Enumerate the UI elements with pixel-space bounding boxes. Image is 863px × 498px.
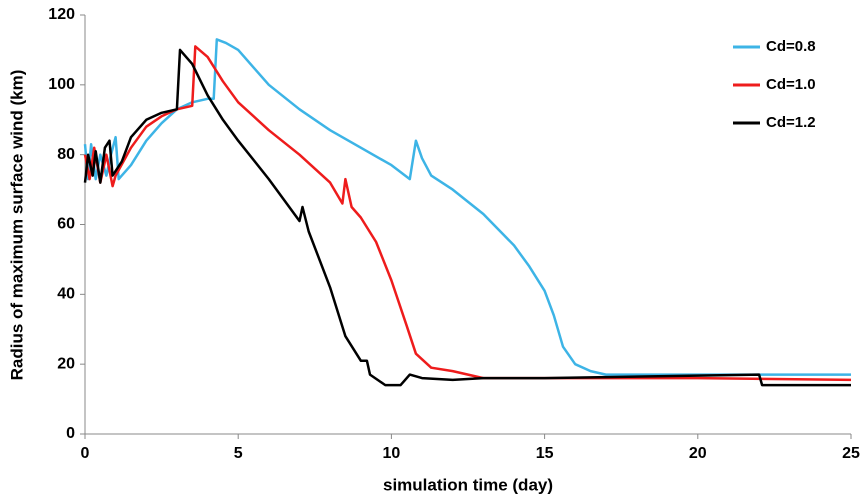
legend-label: Cd=0.8 [766, 38, 816, 55]
y-tick-label: 100 [48, 76, 75, 93]
x-tick-label: 10 [383, 445, 401, 462]
x-tick-label: 15 [536, 445, 554, 462]
x-tick-label: 5 [234, 445, 243, 462]
x-tick-label: 0 [81, 445, 90, 462]
y-tick-label: 60 [57, 216, 75, 233]
series-line [83, 48, 851, 387]
x-tick-label: 20 [689, 445, 707, 462]
x-tick-label: 25 [842, 445, 860, 462]
y-tick-label: 80 [57, 146, 75, 163]
y-tick-label: 120 [48, 6, 75, 23]
series-line [83, 38, 851, 376]
legend-label: Cd=1.0 [766, 76, 816, 93]
y-tick-label: 0 [66, 425, 75, 442]
series-line [83, 45, 852, 382]
legend-label: Cd=1.2 [766, 114, 816, 131]
y-tick-label: 40 [57, 286, 75, 303]
x-axis-title: simulation time (day) [383, 475, 553, 494]
y-axis-title: Radius of maximum surface wind (km) [7, 70, 26, 381]
y-tick-label: 20 [57, 355, 75, 372]
